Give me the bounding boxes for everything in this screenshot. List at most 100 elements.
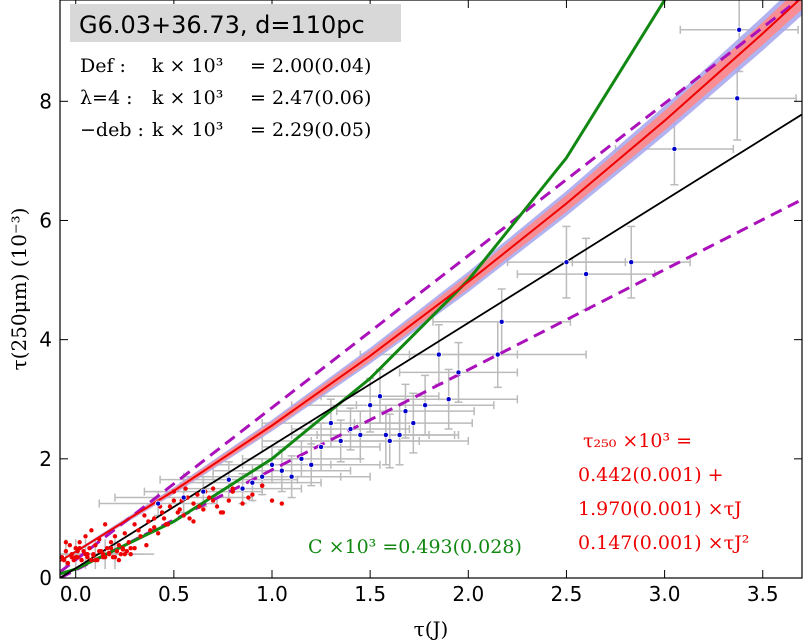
y-tick-label: 0	[39, 566, 52, 590]
red-point	[191, 519, 196, 524]
red-point	[128, 551, 133, 557]
red-point	[100, 551, 106, 557]
red-point	[65, 560, 71, 566]
x-axis-label: τ(J)	[414, 617, 449, 641]
fit-line-3: 1.970(0.001) ×τJ	[578, 498, 742, 520]
blue-point	[367, 402, 374, 409]
red-point	[159, 510, 165, 515]
red-point	[206, 495, 212, 500]
red-point	[269, 498, 275, 503]
red-point	[177, 507, 182, 512]
red-point	[79, 557, 84, 563]
blue-point	[278, 467, 285, 474]
x-tick-label: 2.5	[551, 582, 583, 606]
red-point	[152, 516, 157, 521]
red-point	[93, 543, 98, 548]
blue-point	[239, 485, 246, 492]
red-point	[132, 546, 137, 551]
red-point	[104, 546, 110, 551]
blue-point	[155, 500, 162, 507]
red-point	[116, 543, 122, 548]
x-tick-label: 3.5	[747, 582, 779, 606]
red-point	[183, 486, 188, 491]
red-point	[195, 492, 200, 497]
blue-point	[628, 259, 635, 266]
y-tick-label: 8	[39, 89, 52, 113]
red-point	[142, 513, 147, 518]
fit-line-2: 0.442(0.001) +	[578, 464, 724, 486]
red-point	[93, 557, 98, 563]
blue-point	[318, 443, 325, 450]
blue-point	[410, 420, 417, 427]
red-point	[171, 489, 177, 494]
y-tick-label: 4	[39, 328, 52, 352]
red-point	[60, 554, 65, 560]
legend-value-lambda: = 2.47(0.06)	[250, 87, 371, 109]
red-point	[108, 540, 114, 545]
title-box	[70, 4, 401, 42]
blue-point	[736, 26, 743, 33]
red-point	[69, 554, 74, 560]
red-point	[124, 548, 129, 554]
blue-point	[259, 473, 266, 480]
legend-prefix-lambda: λ=4 :	[80, 87, 133, 109]
red-point	[63, 540, 69, 545]
blue-point	[337, 437, 344, 444]
legend-value-def: = 2.00(0.04)	[250, 55, 371, 77]
red-point	[83, 534, 88, 539]
blue-point	[382, 431, 389, 438]
blue-point	[386, 437, 393, 444]
red-point	[106, 550, 112, 556]
red-point	[132, 522, 137, 527]
red-point	[181, 513, 186, 518]
blue-point	[402, 408, 409, 415]
blue-point	[734, 95, 741, 102]
red-point	[75, 548, 80, 554]
x-tick-label: 2.0	[452, 582, 484, 606]
blue-point	[435, 351, 442, 358]
blue-point	[376, 393, 383, 400]
red-point	[250, 492, 255, 497]
blue-point	[347, 426, 354, 433]
blue-point	[288, 473, 295, 480]
y-tick-label: 2	[39, 447, 52, 471]
legend-value-deb: = 2.29(0.05)	[250, 119, 371, 141]
red-point	[218, 510, 224, 515]
x-tick-label: 0.5	[158, 582, 190, 606]
red-point	[114, 548, 120, 554]
red-point	[230, 486, 235, 491]
blue-point	[200, 488, 207, 495]
red-fit-line	[60, 0, 801, 562]
green-annotation: C ×10³ =0.493(0.028)	[308, 536, 522, 558]
red-point	[138, 534, 143, 539]
red-point	[116, 557, 122, 563]
blue-point	[445, 396, 452, 403]
legend-label-lambda: k × 10³	[152, 87, 223, 109]
plot-frame	[59, 0, 803, 579]
blue-point	[225, 476, 232, 483]
red-point	[161, 516, 167, 521]
red-point	[155, 531, 161, 536]
red-point	[165, 522, 171, 527]
red-point	[226, 498, 232, 503]
legend-block: Def : k × 10³ = 2.00(0.04) λ=4 : k × 10³…	[80, 55, 371, 141]
red-point	[197, 504, 202, 509]
red-point	[240, 501, 245, 506]
red-point	[148, 528, 153, 533]
red-point	[201, 507, 206, 512]
chart-title: G6.03+36.73, d=110pc	[79, 11, 365, 39]
magenta-upper-dashed-line	[60, 0, 801, 574]
red-point	[214, 504, 220, 509]
red-point	[210, 498, 216, 503]
legend-label-def: k × 10³	[152, 55, 223, 77]
blue-point	[249, 479, 256, 486]
blue-point	[583, 271, 590, 278]
red-point	[87, 546, 92, 551]
red-point	[85, 551, 90, 557]
blue-point	[455, 369, 462, 376]
red-point	[67, 543, 73, 548]
red-point	[108, 546, 114, 551]
red-point	[259, 483, 265, 488]
red-point	[118, 551, 124, 557]
red-point	[144, 543, 149, 548]
